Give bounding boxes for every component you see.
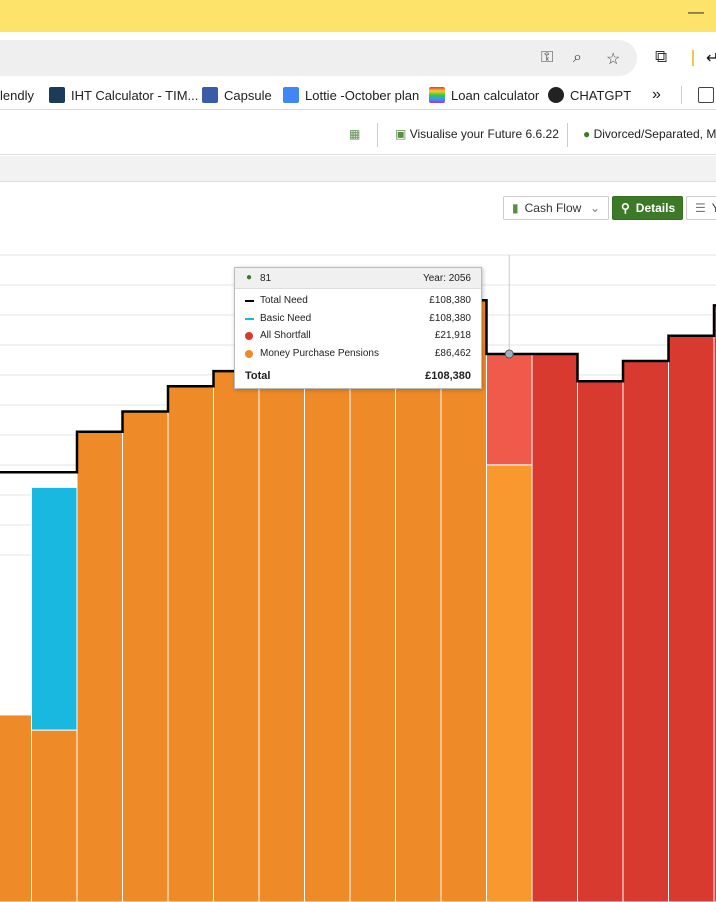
person-icon: ● <box>246 272 253 283</box>
tooltip-year: Year: 2056 <box>422 273 471 284</box>
bookmark-folder[interactable] <box>698 86 716 104</box>
bar-basic-need[interactable] <box>31 486 78 731</box>
search-icon: ⚲ <box>621 201 630 215</box>
view-select-label: Cash Flow <box>524 201 582 215</box>
address-bar[interactable]: ⚿ ⌕ ☆ <box>0 40 637 76</box>
bookmark-chatgpt[interactable]: CHATGPT <box>548 86 631 104</box>
sub-header <box>0 156 716 182</box>
tooltip-header: ● 81 Year: 2056 <box>235 268 481 289</box>
user-icon: ● <box>583 127 591 141</box>
tooltip-row-total-need: Total Need £108,380 <box>245 295 471 309</box>
bar-money-purchase-pensions[interactable] <box>440 299 487 902</box>
bookmark-lendly[interactable]: lendly <box>0 86 34 104</box>
bookmark-lottie[interactable]: Lottie -October plan <box>283 86 419 104</box>
app-title[interactable]: ▣ Visualise your Future 6.6.22 <box>395 127 559 141</box>
bookmark-label: Lottie -October plan <box>305 87 420 103</box>
line-swatch-icon <box>245 300 254 302</box>
calculator-app-icon[interactable]: ▦ <box>349 127 361 141</box>
tooltip-total: Total £108,380 <box>245 370 471 384</box>
bar-money-purchase-pensions[interactable] <box>486 464 533 902</box>
hover-point-marker <box>504 349 514 359</box>
bar-all-shortfall[interactable] <box>668 335 715 902</box>
bookmark-label: IHT Calculator - TIM... <box>71 87 199 103</box>
dot-swatch-icon <box>245 350 253 358</box>
bookmark-label: Capsule <box>224 87 272 103</box>
app-header-divider <box>377 123 378 147</box>
tooltip-total-value: £108,380 <box>425 370 471 382</box>
chart-tooltip: ● 81 Year: 2056 Total Need £108,380 Basi… <box>234 267 482 389</box>
bar-chart-icon: ▮ <box>512 201 519 215</box>
bar-money-purchase-pensions[interactable] <box>304 345 351 902</box>
view-select[interactable]: ▮ Cash Flow ⌄ <box>503 196 609 220</box>
tooltip-row-label: Money Purchase Pensions <box>260 348 379 359</box>
bar-money-purchase-pensions[interactable] <box>395 314 442 902</box>
tooltip-row-value: £86,462 <box>434 348 471 359</box>
minimize-icon[interactable]: — <box>688 4 704 21</box>
line-swatch-icon <box>245 318 254 320</box>
bar-all-shortfall[interactable] <box>531 353 578 902</box>
document-icon: ▣ <box>395 127 407 141</box>
bar-money-purchase-pensions[interactable] <box>76 431 123 902</box>
bookmark-label: lendly <box>0 87 34 103</box>
bookmarks-divider <box>681 86 682 104</box>
bar-money-purchase-pensions[interactable] <box>0 714 32 902</box>
overflow-chevron-icon: » <box>652 86 661 103</box>
app-header: ▦ ▣ Visualise your Future 6.6.22 ● Divor… <box>0 115 716 155</box>
app-title-label: Visualise your Future 6.6.22 <box>409 127 559 141</box>
bar-money-purchase-pensions[interactable] <box>122 411 169 902</box>
tooltip-age: 81 <box>260 273 272 284</box>
extensions-icon[interactable]: ⧉ <box>655 47 668 66</box>
tim-logo-icon <box>49 87 65 103</box>
bookmark-loan-calculator[interactable]: Loan calculator <box>429 86 539 104</box>
bookmark-label: Loan calculator <box>451 87 540 103</box>
window-titlebar: — <box>0 0 716 32</box>
bookmark-capsule[interactable]: Capsule <box>202 86 272 104</box>
bar-all-shortfall[interactable] <box>577 380 624 902</box>
bar-money-purchase-pensions[interactable] <box>31 729 78 902</box>
tooltip-row-label: All Shortfall <box>260 330 311 341</box>
bar-money-purchase-pensions[interactable] <box>349 330 396 902</box>
tooltip-row-label: Total Need <box>260 295 308 306</box>
calculator-icon <box>429 87 445 103</box>
zoom-icon[interactable]: ⌕ <box>573 49 582 66</box>
client-selector[interactable]: ● Divorced/Separated, M <box>583 127 716 141</box>
tooltip-row-basic-need: Basic Need £108,380 <box>245 313 471 327</box>
browser-toolbar: ⚿ ⌕ ☆ ⧉ ↵ <box>0 32 716 80</box>
password-key-icon[interactable]: ⚿ <box>541 49 554 66</box>
details-button[interactable]: ⚲ Details <box>612 196 683 220</box>
tooltip-row-money-purchase: Money Purchase Pensions £86,462 <box>245 348 471 362</box>
tooltip-row-all-shortfall: All Shortfall £21,918 <box>245 330 471 344</box>
chatgpt-icon <box>548 87 564 103</box>
bookmark-label: CHATGPT <box>570 87 632 103</box>
tooltip-row-value: £21,918 <box>434 330 471 341</box>
bar-all-shortfall[interactable] <box>622 360 669 902</box>
profile-icon[interactable]: ↵ <box>706 50 716 67</box>
dot-swatch-icon <box>245 332 253 340</box>
year-view-button[interactable]: ☰ Y <box>686 196 716 220</box>
bar-all-shortfall[interactable] <box>486 353 533 466</box>
client-label: Divorced/Separated, M <box>593 127 716 141</box>
bookmarks-bar: lendly IHT Calculator - TIM... Capsule L… <box>0 80 716 110</box>
bar-money-purchase-pensions[interactable] <box>167 385 214 902</box>
bar-all-shortfall[interactable] <box>713 304 716 902</box>
tooltip-row-label: Basic Need <box>260 313 312 324</box>
bookmarks-overflow-button[interactable]: » <box>652 86 661 104</box>
docs-icon <box>283 87 299 103</box>
list-icon: ☰ <box>695 201 706 215</box>
bar-money-purchase-pensions[interactable] <box>258 355 305 902</box>
tooltip-row-value: £108,380 <box>429 295 471 306</box>
toolbar-divider <box>692 50 694 66</box>
folder-icon <box>698 87 714 103</box>
details-label: Details <box>635 201 676 215</box>
capsule-icon <box>202 87 218 103</box>
tooltip-row-value: £108,380 <box>429 313 471 324</box>
app-header-divider <box>567 123 568 147</box>
bar-money-purchase-pensions[interactable] <box>213 370 260 902</box>
year-view-label: Y <box>711 201 716 215</box>
bookmark-star-icon[interactable]: ☆ <box>606 51 621 68</box>
bookmark-iht-calculator[interactable]: IHT Calculator - TIM... <box>49 86 198 104</box>
tooltip-total-label: Total <box>245 370 271 382</box>
chevron-down-icon: ⌄ <box>589 201 600 215</box>
